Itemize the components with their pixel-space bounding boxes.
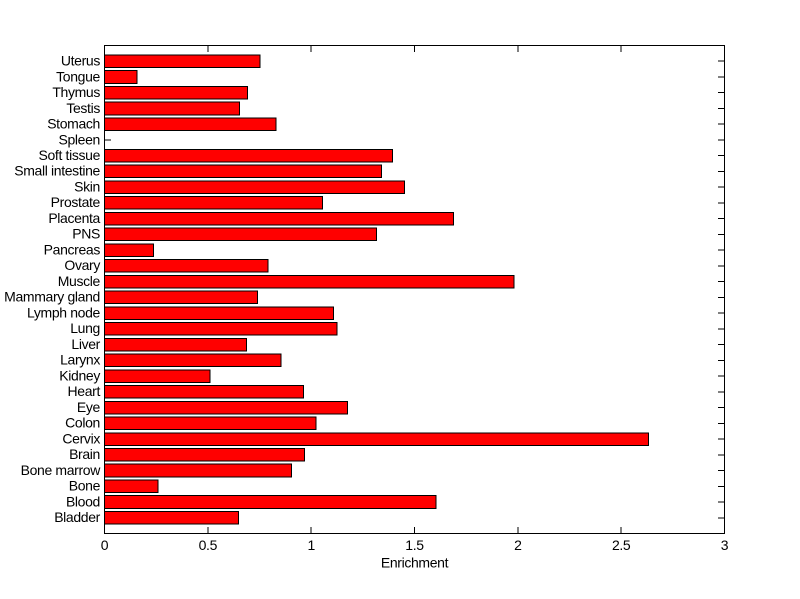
svg-text:Testis: Testis — [66, 100, 100, 116]
svg-text:3: 3 — [721, 537, 729, 553]
svg-text:Lymph node: Lymph node — [27, 304, 101, 320]
svg-text:Mammary gland: Mammary gland — [4, 289, 100, 305]
svg-text:Ovary: Ovary — [64, 257, 100, 273]
svg-text:Bone: Bone — [69, 478, 101, 494]
svg-text:Blood: Blood — [66, 493, 100, 509]
svg-text:2: 2 — [514, 537, 522, 553]
svg-text:Spleen: Spleen — [59, 131, 101, 147]
svg-text:0: 0 — [101, 537, 109, 553]
svg-text:Skin: Skin — [74, 178, 100, 194]
svg-text:Enrichment: Enrichment — [381, 554, 449, 570]
svg-text:2.5: 2.5 — [612, 537, 631, 553]
svg-text:Bone marrow: Bone marrow — [21, 462, 102, 478]
svg-text:PNS: PNS — [72, 226, 100, 242]
svg-text:Larynx: Larynx — [60, 352, 100, 368]
svg-text:Thymus: Thymus — [52, 84, 100, 100]
svg-text:Liver: Liver — [71, 336, 100, 352]
svg-text:Placenta: Placenta — [48, 210, 100, 226]
svg-text:Cervix: Cervix — [62, 430, 100, 446]
svg-text:0.5: 0.5 — [199, 537, 218, 553]
svg-text:Colon: Colon — [65, 415, 100, 431]
svg-text:Pancreas: Pancreas — [44, 241, 101, 257]
svg-text:Small intestine: Small intestine — [14, 163, 100, 179]
svg-text:1.5: 1.5 — [405, 537, 424, 553]
svg-text:Stomach: Stomach — [47, 116, 100, 132]
svg-text:Heart: Heart — [68, 383, 101, 399]
svg-text:Eye: Eye — [77, 399, 101, 415]
svg-text:Muscle: Muscle — [58, 273, 101, 289]
svg-text:Soft tissue: Soft tissue — [38, 147, 100, 163]
svg-text:Prostate: Prostate — [51, 194, 101, 210]
svg-text:Bladder: Bladder — [54, 509, 100, 525]
svg-text:Tongue: Tongue — [56, 68, 100, 84]
svg-text:Uterus: Uterus — [61, 53, 100, 69]
svg-text:1: 1 — [307, 537, 315, 553]
svg-text:Brain: Brain — [69, 446, 100, 462]
svg-text:Lung: Lung — [70, 320, 100, 336]
svg-text:Kidney: Kidney — [59, 367, 100, 383]
